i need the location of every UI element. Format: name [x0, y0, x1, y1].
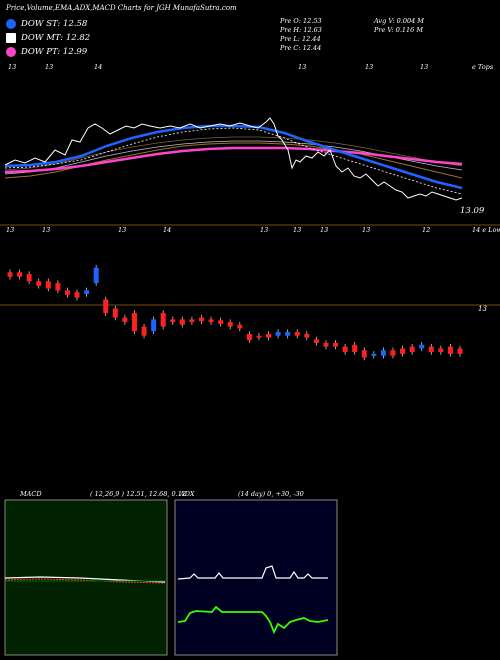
candle-body	[55, 283, 61, 291]
top-tick: 13	[8, 63, 17, 71]
macd-signal-line	[4, 578, 166, 584]
candle-body	[45, 281, 51, 289]
bottom-tick: 13	[362, 226, 371, 234]
dow-pt-line	[4, 146, 463, 174]
candle-body	[323, 342, 329, 347]
dow-mt-label: DOW MT: 12.82	[21, 33, 91, 43]
candle-body	[275, 332, 281, 336]
prev-high: Pre H: 12.63	[280, 26, 322, 34]
dow-pt-label: DOW PT: 12.99	[21, 47, 88, 57]
candle-body	[93, 267, 99, 284]
candle-body	[361, 350, 367, 358]
candle-body	[160, 313, 166, 327]
candle-body	[313, 339, 319, 343]
bottom-tick: 13	[118, 226, 127, 234]
candle-body	[112, 308, 118, 318]
bottom-tick: 12	[422, 226, 431, 234]
candle-body	[26, 274, 32, 282]
adx-title: ADX	[180, 490, 195, 498]
top-tick: 13	[365, 63, 374, 71]
prev-volume: Pre V: 0.116 M	[374, 26, 424, 34]
candle-body	[419, 344, 425, 349]
candle-body	[36, 281, 42, 286]
bottom-tick: 13	[293, 226, 302, 234]
candle-body	[333, 342, 339, 347]
candle-body	[266, 333, 272, 338]
candle-body	[198, 317, 204, 322]
top-tick: 14	[94, 63, 103, 71]
candle-body	[256, 335, 262, 338]
ema-long-line-3	[4, 136, 463, 171]
candle-body	[7, 272, 13, 277]
candle-body	[170, 319, 176, 323]
bottom-tick: 13	[260, 226, 269, 234]
legend-dow-st: DOW ST: 12.58	[6, 17, 87, 31]
candle-body	[218, 320, 224, 324]
dow-mt-swatch	[6, 33, 16, 43]
candle-body	[447, 346, 453, 354]
dow-st-swatch	[6, 19, 16, 29]
candle-body	[84, 290, 90, 294]
candle-body	[352, 344, 358, 353]
candle-body	[131, 313, 137, 332]
dow-st-line	[4, 124, 463, 190]
candle-body	[189, 319, 195, 323]
adx-plus-di-line	[177, 565, 328, 580]
macd-title: MACD	[20, 490, 42, 498]
bottom-tick: 13	[6, 226, 15, 234]
prev-low: Pre L: 12.44	[280, 35, 321, 43]
candle-body	[400, 348, 406, 354]
adx-line	[177, 605, 329, 635]
candle-body	[179, 319, 185, 325]
candle-body	[409, 346, 415, 353]
candle-body	[342, 346, 348, 353]
candle-body	[390, 350, 396, 356]
candle-body	[17, 272, 23, 277]
legend-dow-pt: DOW PT: 12.99	[6, 45, 87, 59]
candle-body	[141, 326, 147, 336]
candle-body	[438, 348, 444, 353]
candle-body	[64, 290, 70, 295]
price-line	[4, 117, 463, 201]
bottom-tick: 13	[320, 226, 329, 234]
top-tick: 13	[420, 63, 429, 71]
bottom-tick: 14	[163, 226, 172, 234]
top-tick: 13	[45, 63, 54, 71]
adx-params: (14 day) 0, +30, -30	[238, 490, 304, 498]
top-tick: 13	[298, 63, 307, 71]
dow-st-label: DOW ST: 12.58	[21, 19, 88, 29]
candle-body	[208, 319, 214, 323]
prev-open: Pre O: 12.53	[280, 17, 322, 25]
candle-body	[457, 348, 463, 354]
candle-body	[227, 322, 233, 327]
last-price-label: 13.09	[460, 206, 485, 216]
candle-body	[246, 333, 252, 341]
prev-close: Pre C: 12.44	[280, 44, 322, 52]
legend-dow-mt: DOW MT: 12.82	[6, 31, 90, 45]
candle-body	[122, 317, 128, 323]
tops-label: e Tops	[472, 63, 494, 71]
avg-volume: Avg V: 0.004 M	[374, 17, 424, 25]
chart-title: Price,Volume,EMA,ADX,MACD Charts for JGH…	[6, 4, 237, 12]
candle-body	[285, 332, 291, 336]
candle-price-label: 13	[478, 305, 487, 313]
candle-body	[74, 292, 80, 298]
candle-body	[304, 333, 310, 338]
macd-params: ( 12,26,9 ) 12.51, 12.68, 0.12	[90, 490, 187, 498]
candle-body	[428, 346, 434, 353]
candle-body	[103, 299, 109, 314]
candle-body	[371, 353, 377, 356]
bottom-tick: 13	[42, 226, 51, 234]
dow-pt-swatch	[6, 47, 16, 57]
candle-body	[237, 324, 243, 329]
lows-label: 14 e Lows	[472, 226, 500, 234]
dow-mt-line	[4, 127, 463, 195]
candle-body	[380, 350, 386, 356]
candle-body	[294, 332, 300, 336]
candle-body	[151, 319, 157, 332]
